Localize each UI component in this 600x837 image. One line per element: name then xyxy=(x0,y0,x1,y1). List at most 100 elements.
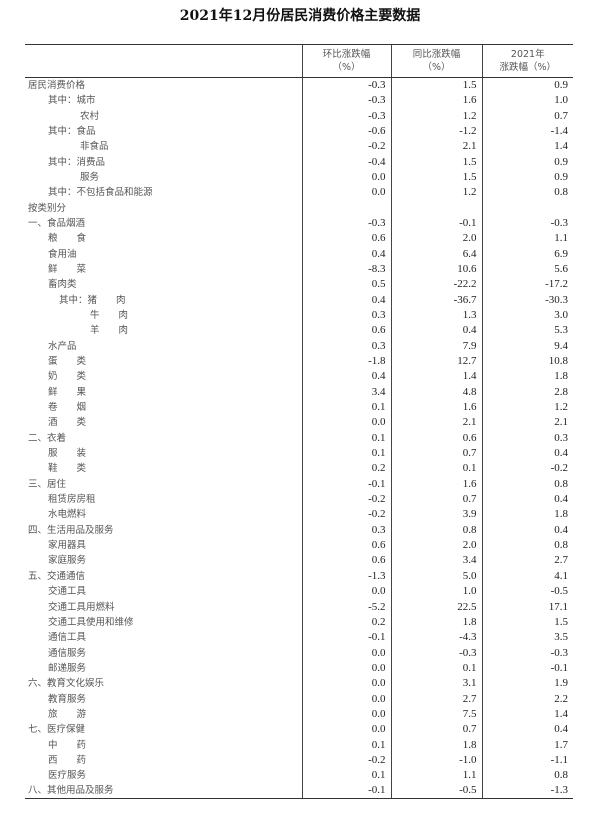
row-label: 交通工具用燃料 xyxy=(48,601,115,613)
ytd-value: -0.3 xyxy=(481,215,573,232)
ytd-value: 1.8 xyxy=(481,369,573,385)
row-label: 水产品 xyxy=(48,340,77,352)
ytd-value: 0.8 xyxy=(481,185,573,201)
row-label: 八、其他用品及服务 xyxy=(25,783,302,800)
yoy-value: 1.0 xyxy=(390,584,482,600)
ytd-value: -30.3 xyxy=(481,292,573,308)
yoy-value: 2.0 xyxy=(390,537,482,554)
mom-value: 0.1 xyxy=(301,399,391,416)
table-row: 教育服务 0.0 2.7 2.2 xyxy=(25,691,573,707)
ytd-value: 1.1 xyxy=(481,231,573,247)
ytd-value: 9.4 xyxy=(481,338,573,354)
row-label: 一、食品烟酒 xyxy=(28,217,86,229)
mom-value: 0.2 xyxy=(301,461,391,477)
header-row: 环比涨跌幅 （%） 同比涨跌幅 （%） 2021年 涨跌幅（%） xyxy=(25,44,573,78)
table-row: 其中：不包括食品和能源 0.0 1.2 0.8 xyxy=(25,185,573,201)
ytd-value: 0.9 xyxy=(481,154,573,170)
row-label: 非食品 xyxy=(80,141,109,153)
mom-value: 0.1 xyxy=(301,737,391,753)
yoy-value: -0.1 xyxy=(390,215,482,232)
table-row: 其中：猪 肉 0.4 -36.7 -30.3 xyxy=(25,292,573,308)
table-row: 二、衣着 0.1 0.6 0.3 xyxy=(25,430,573,446)
yoy-value: 7.9 xyxy=(390,338,482,354)
mom-value: 0.4 xyxy=(301,369,391,385)
row-label: 家用器具 xyxy=(48,540,87,552)
header-item xyxy=(25,44,302,78)
yoy-value: 1.3 xyxy=(390,307,482,324)
row-label: 按类别分 xyxy=(28,202,67,214)
ytd-value: 0.8 xyxy=(481,537,573,554)
table-row: 西 药 -0.2 -1.0 -1.1 xyxy=(25,752,573,769)
table-row: 水电燃料 -0.2 3.9 1.8 xyxy=(25,507,573,523)
yoy-value: 0.1 xyxy=(390,461,482,477)
yoy-value: 4.8 xyxy=(390,384,482,400)
table-row: 牛 肉 0.3 1.3 3.0 xyxy=(25,307,573,324)
table-row: 鲜 菜 -8.3 10.6 5.6 xyxy=(25,261,573,278)
ytd-value: 10.8 xyxy=(481,353,573,370)
table-row: 医疗服务 0.1 1.1 0.8 xyxy=(25,768,573,784)
row-label: 交通工具 xyxy=(48,586,87,598)
mom-value: 0.0 xyxy=(301,691,391,707)
table-row: 鲜 果 3.4 4.8 2.8 xyxy=(25,384,573,400)
table-row: 中 药 0.1 1.8 1.7 xyxy=(25,737,573,753)
mom-value: 0.0 xyxy=(301,676,391,692)
yoy-value: 1.8 xyxy=(390,614,482,631)
mom-value: -0.3 xyxy=(301,108,391,124)
mom-value: -1.3 xyxy=(301,568,391,584)
mom-value: 0.6 xyxy=(301,231,391,247)
ytd-value: 1.7 xyxy=(481,737,573,753)
ytd-value: -17.2 xyxy=(481,277,573,293)
yoy-value: -0.3 xyxy=(390,645,482,661)
yoy-value: 10.6 xyxy=(390,261,482,278)
ytd-value: 0.8 xyxy=(481,476,573,492)
mom-value: 0.3 xyxy=(301,307,391,324)
ytd-value: 0.3 xyxy=(481,430,573,446)
yoy-value: 1.6 xyxy=(390,476,482,492)
yoy-value: 12.7 xyxy=(390,353,482,370)
cpi-table: 环比涨跌幅 （%） 同比涨跌幅 （%） 2021年 涨跌幅（%） 居民消费价格 -0.3… xyxy=(25,44,573,800)
mom-value: 0.2 xyxy=(301,614,391,631)
mom-value: 0.0 xyxy=(301,584,391,600)
yoy-value: 0.7 xyxy=(390,445,482,462)
row-label: 农村 xyxy=(80,110,100,122)
row-label: 鲜 菜 xyxy=(48,263,87,275)
mom-value: 0.0 xyxy=(301,660,391,677)
ytd-value: 2.7 xyxy=(481,553,573,569)
row-label: 三、居住 xyxy=(28,478,67,490)
ytd-value: -0.2 xyxy=(481,461,573,477)
row-label: 水电燃料 xyxy=(48,509,87,521)
header-ytd: 2021年 涨跌幅（%） xyxy=(481,44,573,78)
mom-value: 0.6 xyxy=(301,537,391,554)
row-label: 鲜 果 xyxy=(48,386,87,398)
ytd-value: -0.3 xyxy=(481,645,573,661)
ytd-value: 1.4 xyxy=(481,706,573,723)
yoy-value: 0.4 xyxy=(390,323,482,339)
row-label: 服 装 xyxy=(48,448,87,460)
row-label: 其中：猪 肉 xyxy=(59,294,126,306)
mom-value: 0.0 xyxy=(301,415,391,431)
yoy-value: -4.3 xyxy=(390,630,482,646)
row-label: 教育服务 xyxy=(48,693,87,705)
row-label: 交通工具使用和维修 xyxy=(48,616,134,628)
row-label: 畜肉类 xyxy=(48,279,77,291)
mom-value: 0.1 xyxy=(301,768,391,784)
mom-value: -0.1 xyxy=(301,783,391,800)
ytd-value: 4.1 xyxy=(481,568,573,584)
yoy-value: 2.1 xyxy=(390,139,482,155)
ytd-value: 0.7 xyxy=(481,108,573,124)
mom-value: 0.1 xyxy=(301,430,391,446)
table-row: 其中：城市 -0.3 1.6 1.0 xyxy=(25,93,573,109)
yoy-value: -22.2 xyxy=(390,277,482,293)
table-row: 卷 烟 0.1 1.6 1.2 xyxy=(25,399,573,416)
table-row: 交通工具使用和维修 0.2 1.8 1.5 xyxy=(25,614,573,631)
yoy-value: 3.9 xyxy=(390,507,482,523)
table-row: 七、医疗保健 0.0 0.7 0.4 xyxy=(25,722,573,738)
table-row: 奶 类 0.4 1.4 1.8 xyxy=(25,369,573,385)
table-row: 居民消费价格 -0.3 1.5 0.9 xyxy=(25,77,573,93)
mom-value: -8.3 xyxy=(301,261,391,278)
ytd-value: 3.5 xyxy=(481,630,573,646)
ytd-value: 2.2 xyxy=(481,691,573,707)
yoy-value: 2.7 xyxy=(390,691,482,707)
mom-value: -0.2 xyxy=(301,507,391,523)
mom-value: -0.3 xyxy=(301,215,391,232)
